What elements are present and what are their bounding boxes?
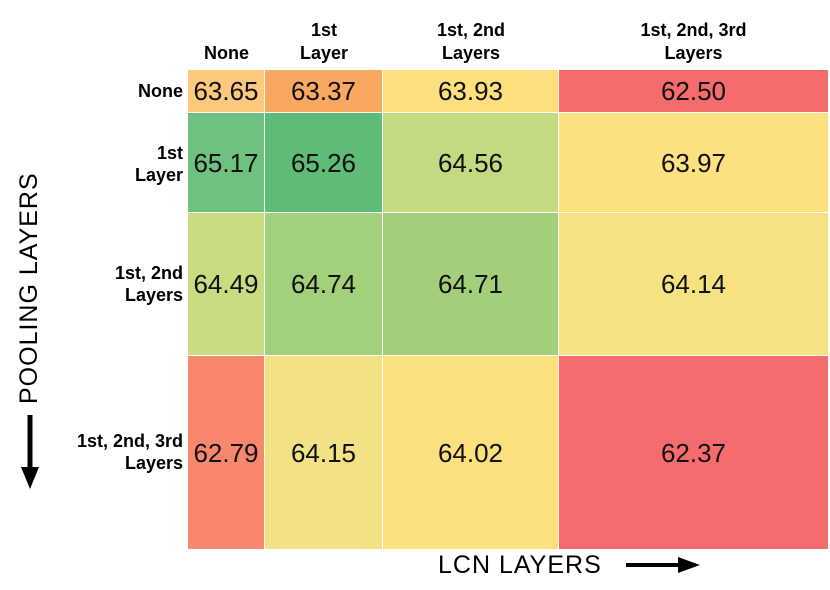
- heatmap-cell: 64.49: [188, 213, 264, 355]
- column-headers: None 1st Layer 1st, 2nd Layers 1st, 2nd,…: [188, 8, 828, 64]
- heatmap-cell: 63.65: [188, 70, 264, 112]
- row-header-1st-2nd-layers: 1st, 2nd Layers: [114, 263, 183, 305]
- heatmap-cell: 62.79: [188, 356, 264, 549]
- x-axis-label: LCN LAYERS: [438, 551, 602, 579]
- heatmap-grid: 63.65 63.37 63.93 62.50 65.17 65.26 64.5…: [188, 70, 828, 549]
- heatmap-cell: 64.71: [383, 213, 558, 355]
- heatmap-cell: 64.15: [265, 356, 382, 549]
- right-arrow-icon: [626, 557, 700, 573]
- heatmap-cell: 65.26: [265, 113, 382, 212]
- heatmap-cell: 64.02: [383, 356, 558, 549]
- y-axis-label: POOLING LAYERS: [15, 172, 43, 404]
- heatmap-cell: 64.74: [265, 213, 382, 355]
- heatmap-cell: 64.14: [559, 213, 828, 355]
- row-header-1st-2nd-3rd-layers: 1st, 2nd, 3rd Layers: [76, 431, 183, 473]
- row-header-1st-layer: 1st Layer: [134, 143, 183, 185]
- heatmap-cell: 64.56: [383, 113, 558, 212]
- row-header-none: None: [138, 81, 183, 101]
- down-arrow-icon: [21, 415, 39, 489]
- column-header-none: None: [204, 42, 249, 63]
- heatmap-cell: 63.97: [559, 113, 828, 212]
- heatmap-cell: 63.93: [383, 70, 558, 112]
- heatmap-cell: 65.17: [188, 113, 264, 212]
- heatmap-cell: 62.37: [559, 356, 828, 549]
- heatmap-cell: 62.50: [559, 70, 828, 112]
- column-header-1st-2nd-layers: 1st, 2nd Layers: [436, 20, 506, 63]
- heatmap-cell: 63.37: [265, 70, 382, 112]
- column-header-1st-2nd-3rd-layers: 1st, 2nd, 3rd Layers: [640, 20, 747, 63]
- column-header-1st-layer: 1st Layer: [299, 20, 349, 63]
